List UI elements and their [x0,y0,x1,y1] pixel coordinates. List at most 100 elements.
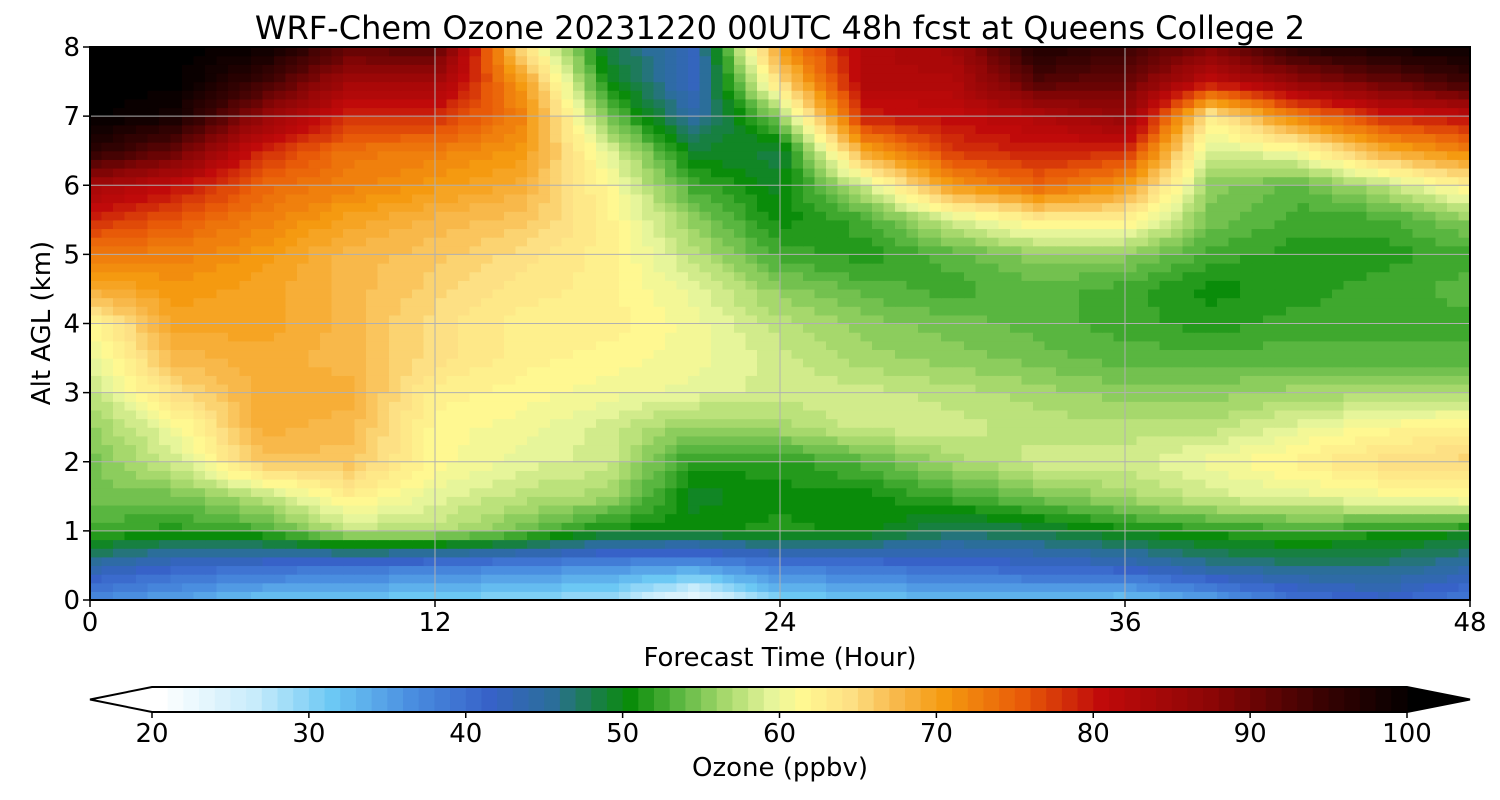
field-cell [952,237,965,247]
field-cell [274,496,287,506]
field-cell [1171,366,1184,376]
field-cell [343,461,356,471]
field-cell [515,496,528,506]
field-cell [527,392,540,402]
field-cell [136,271,149,281]
field-cell [285,513,298,523]
field-cell [331,504,344,515]
field-cell [412,453,425,463]
field-cell [193,582,206,592]
field-cell [676,582,689,592]
field-cell [1240,392,1253,402]
field-cell [619,332,632,342]
field-cell [653,504,666,515]
field-cell [389,409,402,420]
field-cell [1090,306,1103,316]
field-cell [653,245,666,255]
field-cell [1366,453,1379,463]
field-cell [1332,496,1345,506]
field-cell [331,392,344,402]
field-cell [1113,401,1126,411]
field-cell [492,254,505,264]
field-cell [1056,323,1069,333]
field-cell [1194,314,1207,325]
field-cell [90,444,103,454]
field-cell [1056,349,1069,359]
field-cell [653,539,666,549]
field-cell [1228,271,1241,281]
field-cell [1194,556,1207,567]
field-cell [538,349,551,359]
field-cell [228,297,241,307]
field-cell [872,522,885,532]
field-cell [1044,582,1057,592]
field-cell [1378,444,1391,454]
field-cell [1079,470,1092,480]
field-cell [1205,401,1218,411]
field-cell [1447,392,1460,402]
field-cell [803,427,816,437]
field-cell [1458,513,1470,523]
field-cell [1021,582,1034,592]
field-cell [366,280,379,290]
field-cell [1102,375,1115,385]
field-cell [297,332,310,342]
field-cell [458,409,471,420]
field-cell [1389,323,1402,333]
field-cell [642,539,655,549]
field-cell [377,504,390,515]
field-cell [274,271,287,281]
field-cell [653,409,666,420]
field-cell [469,582,482,592]
field-cell [975,306,988,316]
field-cell [320,306,333,316]
field-cell [1171,263,1184,273]
field-cell [1286,254,1299,264]
field-cell [906,323,919,333]
field-cell [1148,358,1161,368]
field-cell [389,539,402,549]
field-cell [975,340,988,351]
field-cell [780,479,793,489]
field-cell [975,375,988,385]
field-cell [458,591,471,600]
field-cell [630,470,643,480]
field-cell [665,263,678,273]
field-cell [504,271,517,281]
field-cell [895,306,908,316]
field-cell [584,288,597,299]
field-cell [412,237,425,247]
field-cell [297,548,310,558]
field-cell [90,237,103,247]
field-cell [492,245,505,255]
field-cell [918,461,931,471]
field-cell [1056,332,1069,342]
field-cell [895,323,908,333]
field-cell [1389,358,1402,368]
field-cell [285,358,298,368]
field-cell [1343,470,1356,480]
field-cell [515,479,528,489]
field-cell [1102,522,1115,532]
field-cell [860,487,873,497]
field-cell [1194,409,1207,420]
field-cell [354,340,367,351]
field-cell [883,582,896,592]
field-cell [561,479,574,489]
field-cell [780,522,793,532]
field-cell [446,375,459,385]
field-cell [607,479,620,489]
field-cell [1263,383,1276,394]
field-cell [366,245,379,255]
field-cell [630,479,643,489]
field-cell [550,556,563,567]
field-cell [101,323,114,333]
field-cell [1320,332,1333,342]
field-cell [964,582,977,592]
field-cell [538,574,551,584]
field-cell [1136,340,1149,351]
field-cell [1424,409,1437,420]
field-cell [1378,401,1391,411]
field-cell [699,383,712,394]
field-cell [354,487,367,497]
